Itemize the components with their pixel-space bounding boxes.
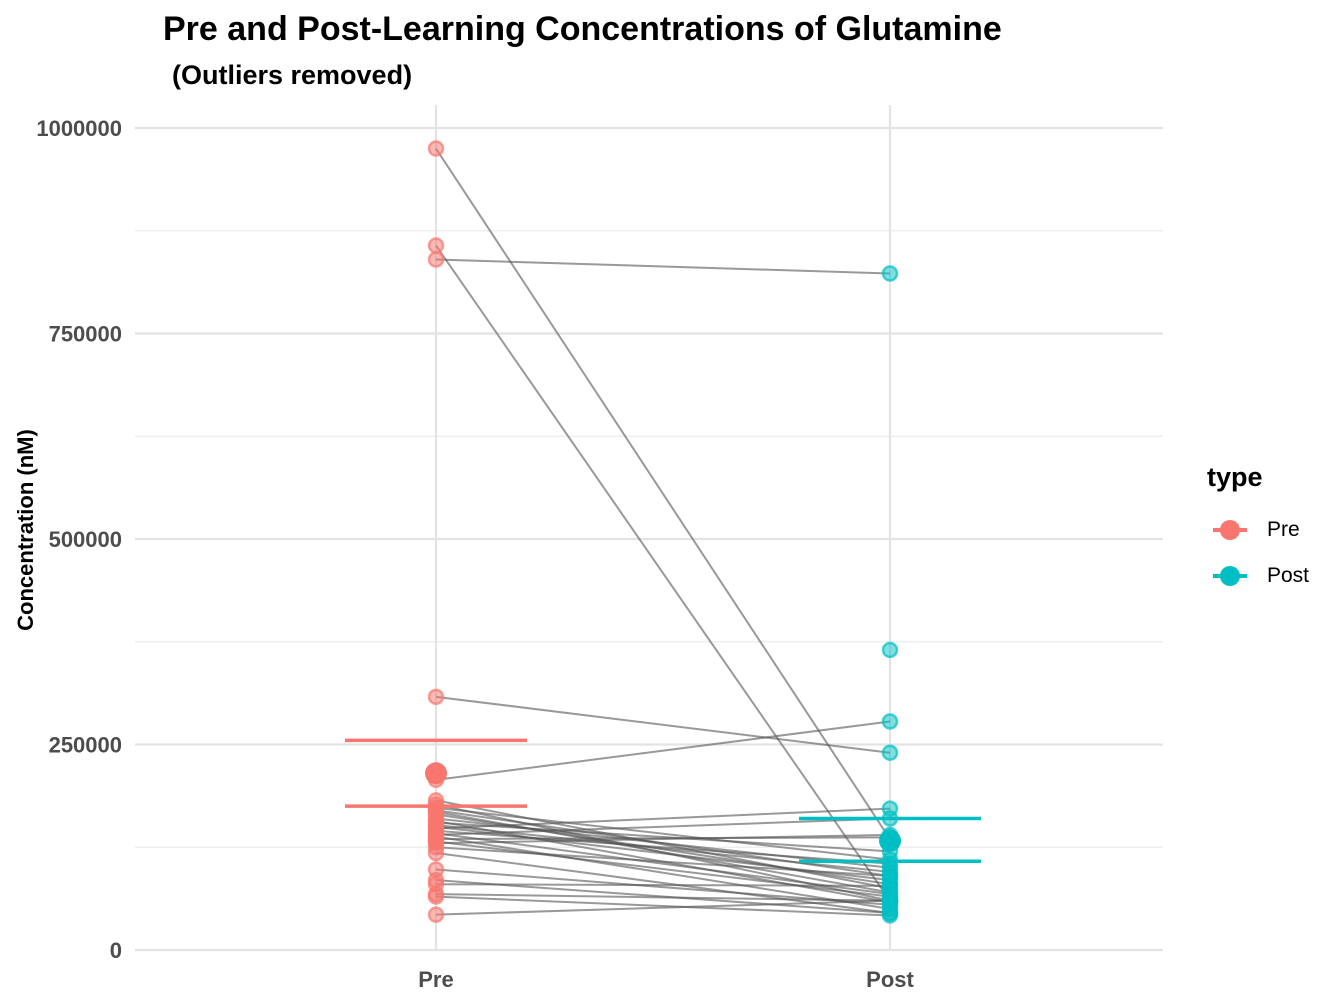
data-point bbox=[881, 641, 899, 659]
grid-lines bbox=[135, 105, 1163, 952]
paired-line bbox=[435, 893, 891, 902]
mean-point bbox=[879, 829, 901, 852]
x-tick-labels: Pre Post bbox=[418, 967, 914, 992]
data-point bbox=[427, 688, 445, 706]
data-point bbox=[427, 237, 445, 254]
paired-line bbox=[435, 258, 891, 275]
data-point bbox=[881, 265, 899, 282]
paired-line bbox=[435, 244, 891, 902]
data-point bbox=[881, 892, 899, 909]
data-point bbox=[427, 140, 445, 157]
paired-line bbox=[435, 840, 891, 898]
y-tick-label: 500000 bbox=[49, 527, 122, 552]
legend-label-pre: Pre bbox=[1267, 518, 1300, 541]
y-tick-labels: 0 250000 500000 750000 1000000 bbox=[36, 116, 122, 963]
paired-line bbox=[435, 883, 891, 887]
mean-point bbox=[425, 762, 447, 785]
data-point bbox=[427, 906, 445, 923]
y-axis-label: Concentration (nM) bbox=[13, 429, 38, 631]
paired-lines bbox=[435, 148, 891, 917]
paired-line bbox=[435, 695, 891, 754]
data-points bbox=[427, 140, 899, 924]
legend-label-post: Post bbox=[1267, 564, 1310, 587]
y-tick-label: 250000 bbox=[49, 733, 122, 758]
x-tick-label: Post bbox=[866, 967, 914, 992]
data-point bbox=[881, 907, 899, 924]
legend-title: type bbox=[1207, 462, 1263, 492]
data-point bbox=[427, 888, 445, 905]
paired-line bbox=[435, 807, 891, 830]
chart-title: Pre and Post-Learning Concentrations of … bbox=[163, 10, 1002, 48]
paired-line bbox=[435, 806, 891, 861]
paired-line bbox=[435, 846, 891, 878]
paired-line bbox=[435, 799, 891, 890]
x-tick-label: Pre bbox=[418, 967, 453, 992]
paired-line bbox=[435, 833, 891, 845]
summary-markers bbox=[345, 738, 981, 863]
legend-key-post bbox=[1207, 553, 1253, 599]
data-point bbox=[427, 251, 445, 268]
paired-line bbox=[435, 821, 891, 853]
y-tick-label: 0 bbox=[110, 938, 122, 963]
legend-item-pre: Pre bbox=[1207, 507, 1309, 553]
data-point bbox=[881, 713, 899, 730]
data-point bbox=[427, 844, 445, 862]
legend: type Pre Post bbox=[1207, 462, 1309, 599]
paired-line bbox=[435, 832, 891, 896]
paired-line bbox=[435, 829, 891, 865]
chart-subtitle: (Outliers removed) bbox=[172, 60, 413, 90]
y-tick-label: 1000000 bbox=[36, 116, 122, 141]
paired-line bbox=[435, 148, 891, 840]
legend-item-post: Post bbox=[1207, 553, 1309, 599]
paired-line bbox=[435, 817, 891, 836]
data-point bbox=[881, 744, 899, 761]
y-tick-label: 750000 bbox=[49, 322, 122, 347]
paired-line bbox=[435, 835, 891, 910]
paired-line bbox=[435, 895, 891, 917]
paired-line bbox=[435, 899, 891, 916]
paired-line bbox=[435, 720, 891, 781]
data-point bbox=[881, 877, 899, 895]
legend-key-pre bbox=[1207, 507, 1253, 553]
